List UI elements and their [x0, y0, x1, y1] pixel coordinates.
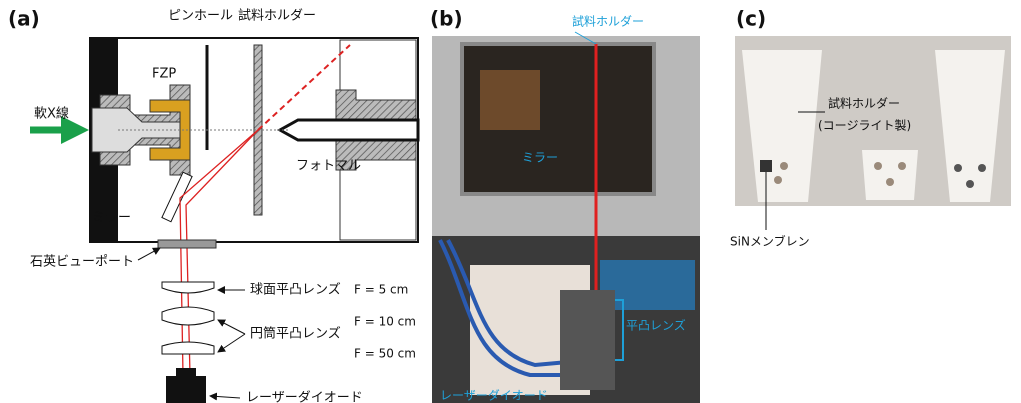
annotation: レーザーダイオード: [246, 391, 363, 403]
annotation: 試料ホルダー: [828, 96, 900, 111]
annotation: 試料ホルダー: [238, 8, 316, 24]
lens: [162, 282, 214, 293]
annotation: F = 10 cm: [354, 315, 416, 329]
annotation: 試料ホルダー: [572, 14, 644, 29]
pointer: [138, 248, 160, 260]
annotation: FZP: [152, 67, 176, 82]
membrane: [760, 160, 772, 172]
annotation: ミラー: [92, 211, 131, 226]
figure: (a) ピンホール 試料ホルダー FZP 軟X線 フォトマル ミラー 石英: [0, 0, 1021, 403]
lens: [162, 342, 214, 354]
laser-diode: [166, 376, 206, 403]
panel-label: (a): [8, 7, 40, 31]
pointer: [218, 334, 245, 352]
annotation: 平凸レンズ: [626, 318, 686, 333]
holder: [862, 150, 918, 200]
annotation: レーザーダイオード: [440, 388, 548, 403]
panel-a: (a) ピンホール 試料ホルダー FZP 軟X線 フォトマル ミラー 石英: [8, 7, 418, 403]
pointer: [218, 320, 245, 334]
lens: [162, 307, 214, 325]
annotation: 球面平凸レンズ: [250, 282, 341, 298]
annotation: 軟X線: [34, 106, 69, 122]
annotation: 円筒平凸レンズ: [250, 326, 341, 342]
photomultiplier: [280, 120, 418, 140]
viewport: [158, 240, 216, 248]
panel-c: (c) 試料ホルダー (コージライト製) SiNメンブレン: [730, 7, 1011, 249]
pointer: [210, 396, 240, 398]
annotation: フォトマル: [296, 159, 361, 174]
panel-label: (c): [736, 7, 766, 31]
annotation: (コージライト製): [818, 119, 911, 133]
panel-label: (b): [430, 7, 463, 31]
annotation: ミラー: [522, 151, 558, 165]
annotation: SiNメンブレン: [730, 234, 810, 249]
annotation: F = 50 cm: [354, 347, 416, 361]
lens-stack: [560, 290, 615, 390]
annotation: 石英ビューポート: [30, 255, 134, 270]
annotation: ピンホール: [168, 9, 233, 24]
annotation: F = 5 cm: [354, 283, 408, 297]
panel-b: (b) 試料ホルダー ミラー 平凸レンズ レーザーダイオード: [430, 7, 700, 403]
laser-diode: [176, 368, 196, 378]
interior: [480, 70, 540, 130]
